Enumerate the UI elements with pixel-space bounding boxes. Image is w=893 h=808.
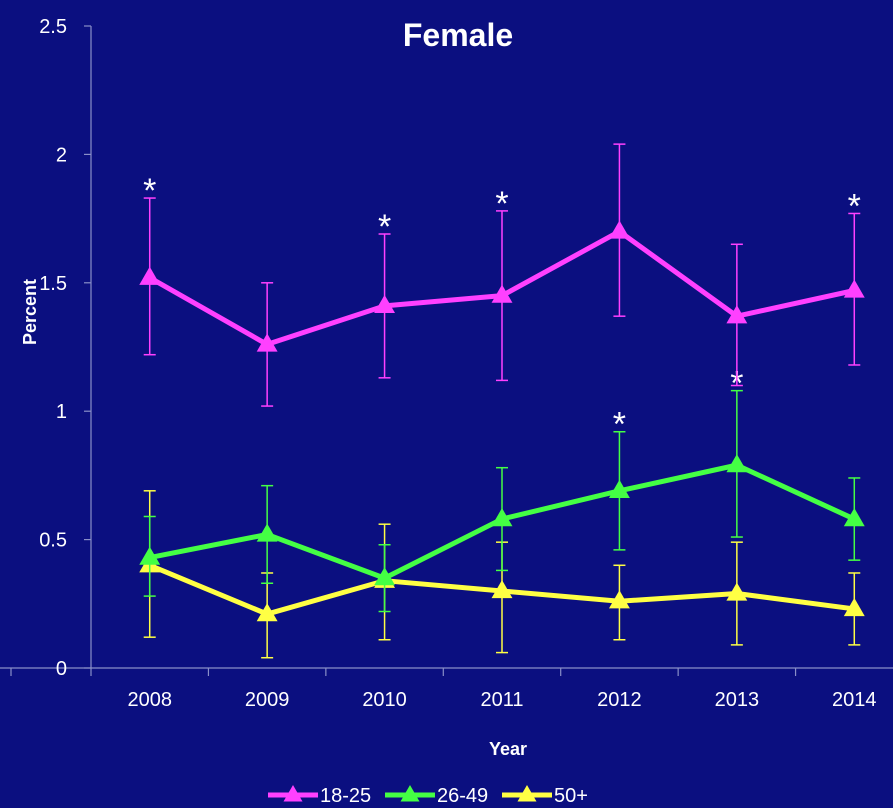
y-tick-label: 2.5 bbox=[39, 16, 67, 38]
series-26-49: ** bbox=[139, 365, 865, 613]
y-tick-label: 0.5 bbox=[39, 530, 67, 552]
data-point-marker bbox=[726, 454, 748, 473]
y-tick-label: 0 bbox=[56, 658, 67, 680]
data-point-marker bbox=[843, 597, 865, 617]
x-tick-label: 2010 bbox=[362, 689, 407, 711]
legend-label: 50+ bbox=[554, 785, 588, 807]
data-point-marker bbox=[256, 523, 278, 542]
data-point-marker bbox=[608, 220, 630, 239]
legend-swatch-marker bbox=[283, 785, 303, 802]
legend-item-18-25: 18-25 bbox=[268, 785, 371, 807]
data-point-marker bbox=[491, 579, 513, 599]
significance-marker: * bbox=[495, 185, 508, 223]
x-axis-title: Year bbox=[489, 739, 527, 759]
data-point-marker bbox=[374, 567, 396, 586]
legend-item-26-49: 26-49 bbox=[385, 785, 488, 807]
legend: 18-25 26-49 50+ bbox=[268, 785, 588, 807]
significance-marker: * bbox=[143, 172, 156, 210]
x-tick-label: 2014 bbox=[832, 689, 877, 711]
y-tick-label: 1.5 bbox=[39, 273, 67, 295]
data-point-marker bbox=[608, 590, 630, 609]
legend-swatch-marker bbox=[400, 785, 420, 802]
x-tick-label: 2012 bbox=[597, 689, 642, 711]
legend-label: 26-49 bbox=[437, 785, 488, 807]
significance-marker: * bbox=[613, 406, 626, 444]
data-point-marker bbox=[726, 582, 748, 601]
data-point-marker bbox=[726, 305, 748, 324]
data-point-marker bbox=[139, 546, 161, 565]
legend-swatch-marker bbox=[517, 785, 537, 802]
data-point-marker bbox=[374, 294, 396, 314]
data-point-marker bbox=[491, 284, 513, 303]
data-point-marker bbox=[256, 333, 278, 352]
series-18-25: * * * * bbox=[139, 143, 865, 407]
legend-item-50+: 50+ bbox=[502, 785, 588, 807]
data-point-marker bbox=[491, 508, 513, 527]
x-tick-label: 2009 bbox=[245, 689, 290, 711]
x-tick-label: 2011 bbox=[480, 689, 523, 711]
x-tick-label: 2013 bbox=[715, 689, 760, 711]
chart-title: Female bbox=[403, 17, 513, 53]
data-point-marker bbox=[843, 279, 865, 298]
significance-marker: * bbox=[378, 208, 391, 246]
y-tick-label: 2 bbox=[56, 144, 67, 166]
legend-label: 18-25 bbox=[320, 785, 371, 807]
x-tick-label: 2008 bbox=[127, 689, 172, 711]
significance-marker: * bbox=[848, 187, 861, 225]
axes: 0 0.5 1 1.5 2 2.5 2008 2009 2010 2011 2012 2013 2014 bbox=[0, 16, 893, 711]
data-point-marker bbox=[843, 508, 865, 527]
data-point-marker bbox=[256, 603, 278, 622]
data-point-marker bbox=[608, 479, 630, 498]
data-point-marker bbox=[139, 266, 161, 285]
y-tick-label: 1 bbox=[56, 401, 67, 423]
y-axis-title: Percent bbox=[20, 279, 40, 345]
series-layer: ***** * bbox=[139, 143, 865, 659]
